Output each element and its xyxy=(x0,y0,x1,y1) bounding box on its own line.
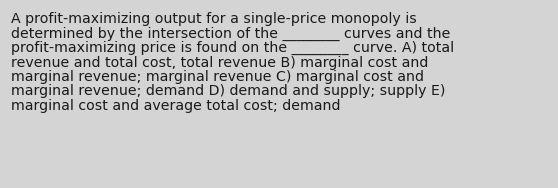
Text: marginal revenue; demand D) demand and supply; supply E): marginal revenue; demand D) demand and s… xyxy=(11,84,445,99)
Text: marginal cost and average total cost; demand: marginal cost and average total cost; de… xyxy=(11,99,340,113)
Text: profit-maximizing price is found on the ________ curve. A) total: profit-maximizing price is found on the … xyxy=(11,41,454,55)
Text: marginal revenue; marginal revenue C) marginal cost and: marginal revenue; marginal revenue C) ma… xyxy=(11,70,424,84)
Text: revenue and total cost, total revenue B) marginal cost and: revenue and total cost, total revenue B)… xyxy=(11,55,429,70)
Text: A profit-maximizing output for a single-price monopoly is: A profit-maximizing output for a single-… xyxy=(11,12,417,26)
Text: determined by the intersection of the ________ curves and the: determined by the intersection of the __… xyxy=(11,27,450,41)
